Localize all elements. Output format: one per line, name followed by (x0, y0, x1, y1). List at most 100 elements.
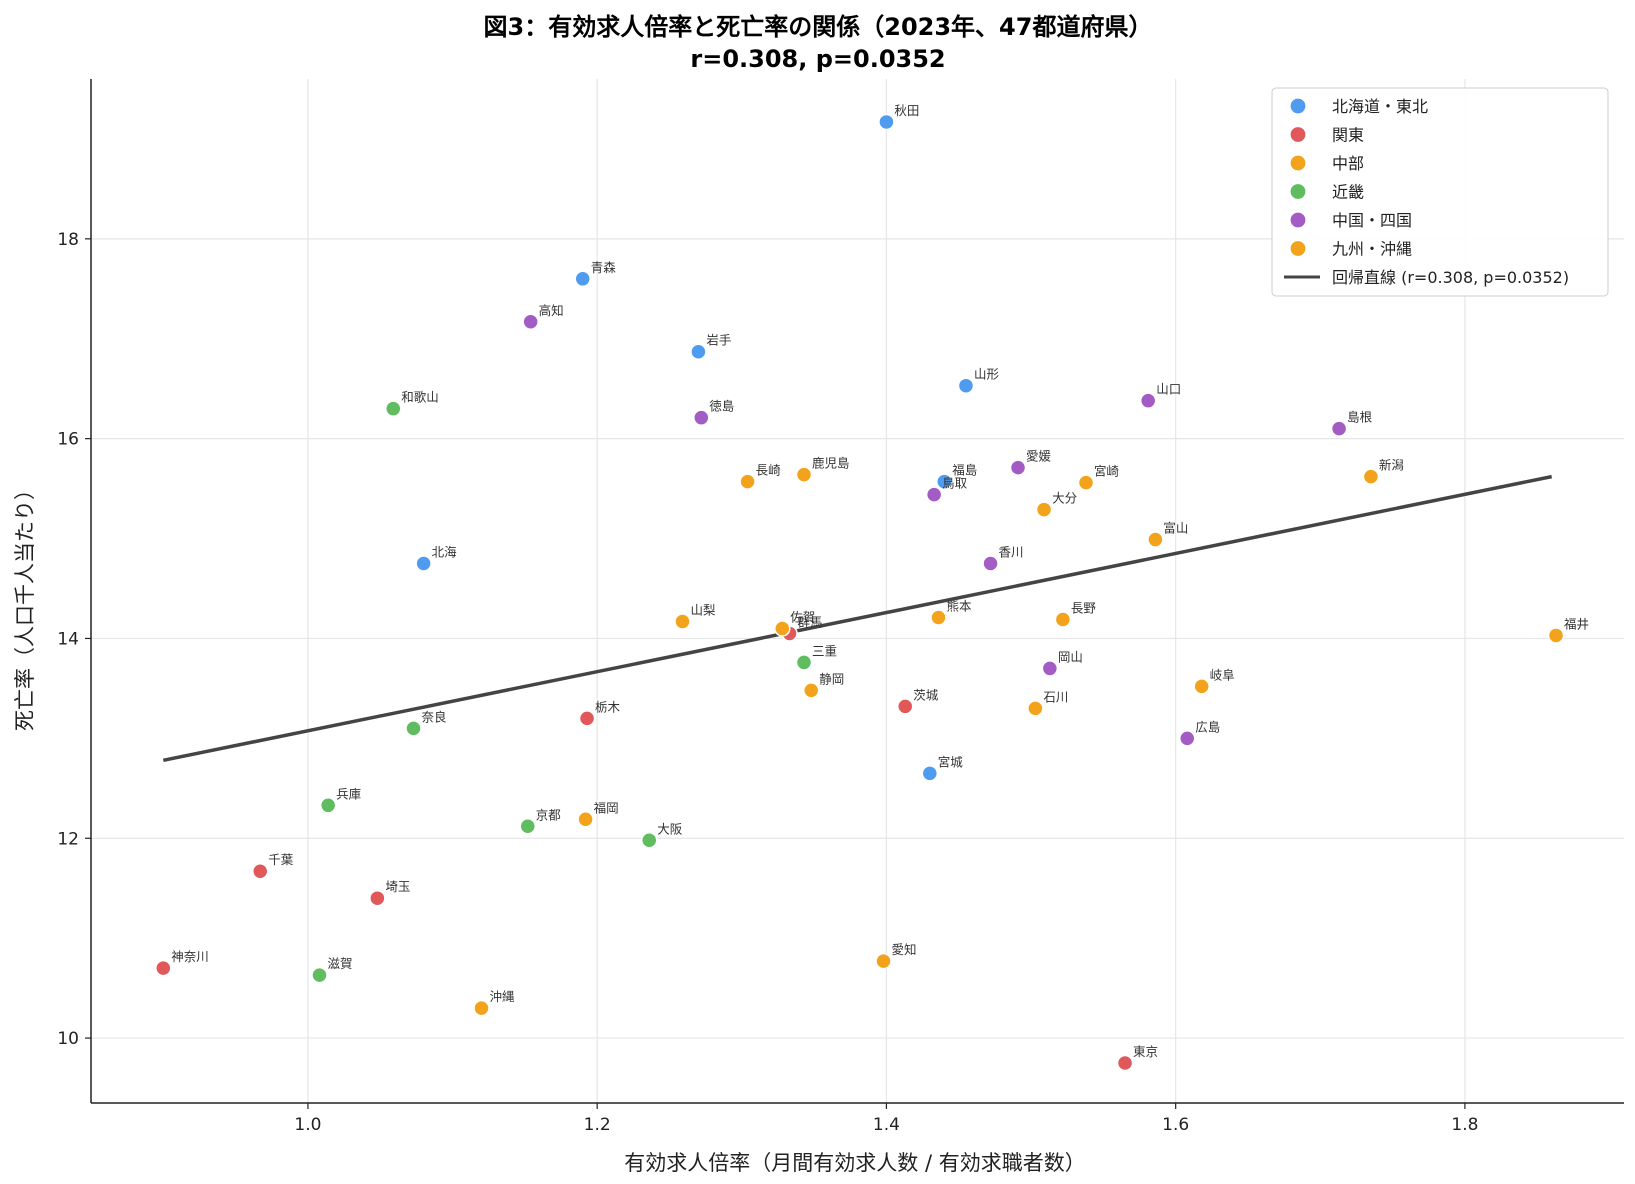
point-label: 愛知 (892, 942, 917, 957)
data-point (1116, 1054, 1134, 1072)
point-label: 茨城 (913, 687, 939, 702)
point-label: 福島 (952, 463, 977, 478)
point-label: 富山 (1163, 521, 1188, 536)
data-point (1139, 392, 1157, 409)
y-tick-label: 14 (57, 629, 79, 649)
point-label: 鹿児島 (812, 456, 850, 471)
point-label: 長崎 (756, 463, 782, 478)
data-point (690, 343, 707, 360)
point-label: 愛媛 (1026, 449, 1052, 464)
legend-entry-regression: 回帰直線 (r=0.308, p=0.0352) (1332, 268, 1569, 287)
point-label: 青森 (591, 260, 617, 275)
data-point (982, 555, 999, 572)
data-point (1054, 611, 1072, 628)
data-point (774, 620, 791, 637)
y-tick-label: 18 (57, 230, 79, 250)
y-tick-label: 16 (57, 430, 79, 450)
data-point (319, 797, 337, 814)
data-point (522, 313, 539, 331)
data-point (473, 999, 490, 1017)
data-point (1077, 474, 1095, 491)
point-label: 福井 (1564, 616, 1589, 631)
data-point (1178, 730, 1196, 747)
data-point (155, 959, 172, 977)
data-points (155, 113, 1565, 1072)
data-point (1547, 627, 1565, 644)
point-label: 東京 (1133, 1044, 1158, 1059)
data-point (896, 698, 914, 715)
legend-marker (1289, 211, 1307, 229)
legend-marker (1289, 125, 1307, 144)
x-tick-label: 1.6 (1162, 1115, 1189, 1135)
data-point (957, 377, 975, 394)
axes (85, 79, 1624, 1109)
point-label: 神奈川 (171, 949, 209, 964)
point-label: 宮城 (938, 754, 964, 769)
point-label: 岩手 (706, 333, 731, 348)
regression-line-group (162, 474, 1553, 763)
point-label: 徳島 (709, 399, 734, 414)
point-label: 岡山 (1058, 649, 1083, 664)
point-label: 石川 (1043, 689, 1068, 704)
point-label: 山梨 (691, 602, 717, 617)
data-point (930, 609, 947, 626)
point-label: 静岡 (819, 671, 844, 686)
legend-marker (1289, 182, 1307, 201)
legend-marker (1289, 239, 1307, 258)
data-point (875, 952, 892, 970)
data-point (519, 818, 537, 835)
point-label: 長野 (1071, 600, 1097, 615)
legend-entry: 九州・沖縄 (1332, 240, 1412, 259)
legend-marker (1289, 154, 1307, 172)
point-label: 高知 (539, 303, 564, 318)
point-label: 岐阜 (1210, 667, 1235, 682)
point-label: 佐賀 (790, 609, 815, 624)
data-point (1035, 501, 1053, 518)
legend-entry: 関東 (1332, 126, 1364, 145)
point-label: 新潟 (1379, 458, 1404, 473)
legend-box (1271, 87, 1609, 297)
legend-entry: 中国・四国 (1332, 211, 1412, 230)
data-point (640, 832, 658, 849)
point-label: 山形 (974, 367, 1000, 382)
point-label: 埼玉 (385, 879, 410, 894)
point-label: 北海 (432, 545, 458, 560)
data-point (385, 400, 402, 417)
x-tick-label: 1.4 (873, 1115, 900, 1135)
data-point (925, 486, 943, 503)
data-point (574, 270, 591, 288)
data-point (1009, 459, 1027, 476)
point-label: 大分 (1052, 491, 1077, 506)
data-point (936, 473, 953, 490)
data-point (251, 862, 269, 880)
point-label: 千葉 (268, 852, 294, 867)
chart-title: 図3：有効求人倍率と死亡率の関係（2023年、47都道府県） (484, 13, 1153, 41)
data-point (1027, 700, 1044, 717)
data-point (311, 966, 328, 984)
point-label: 京都 (536, 807, 562, 822)
data-point (1041, 660, 1059, 677)
point-label: 広島 (1195, 719, 1220, 734)
data-point (578, 710, 596, 727)
data-point (577, 811, 594, 828)
point-label: 島根 (1347, 410, 1373, 425)
data-point (921, 765, 939, 782)
point-label: 大阪 (657, 821, 683, 836)
data-point (795, 466, 813, 483)
legend-marker (1289, 97, 1307, 115)
point-label: 沖縄 (489, 989, 515, 1004)
data-point (674, 613, 691, 630)
y-axis-label: 死亡率（人口千人当たり） (13, 479, 37, 731)
data-point (1147, 531, 1164, 548)
point-label: 栃木 (595, 699, 621, 714)
point-label: 和歌山 (401, 390, 439, 405)
legend-entry: 中部 (1332, 154, 1364, 173)
point-label: 秋田 (894, 103, 919, 118)
data-point (739, 473, 756, 490)
point-label: 香川 (999, 545, 1024, 560)
data-point (405, 720, 422, 737)
y-tick-label: 10 (57, 1029, 79, 1049)
data-point (369, 889, 386, 907)
